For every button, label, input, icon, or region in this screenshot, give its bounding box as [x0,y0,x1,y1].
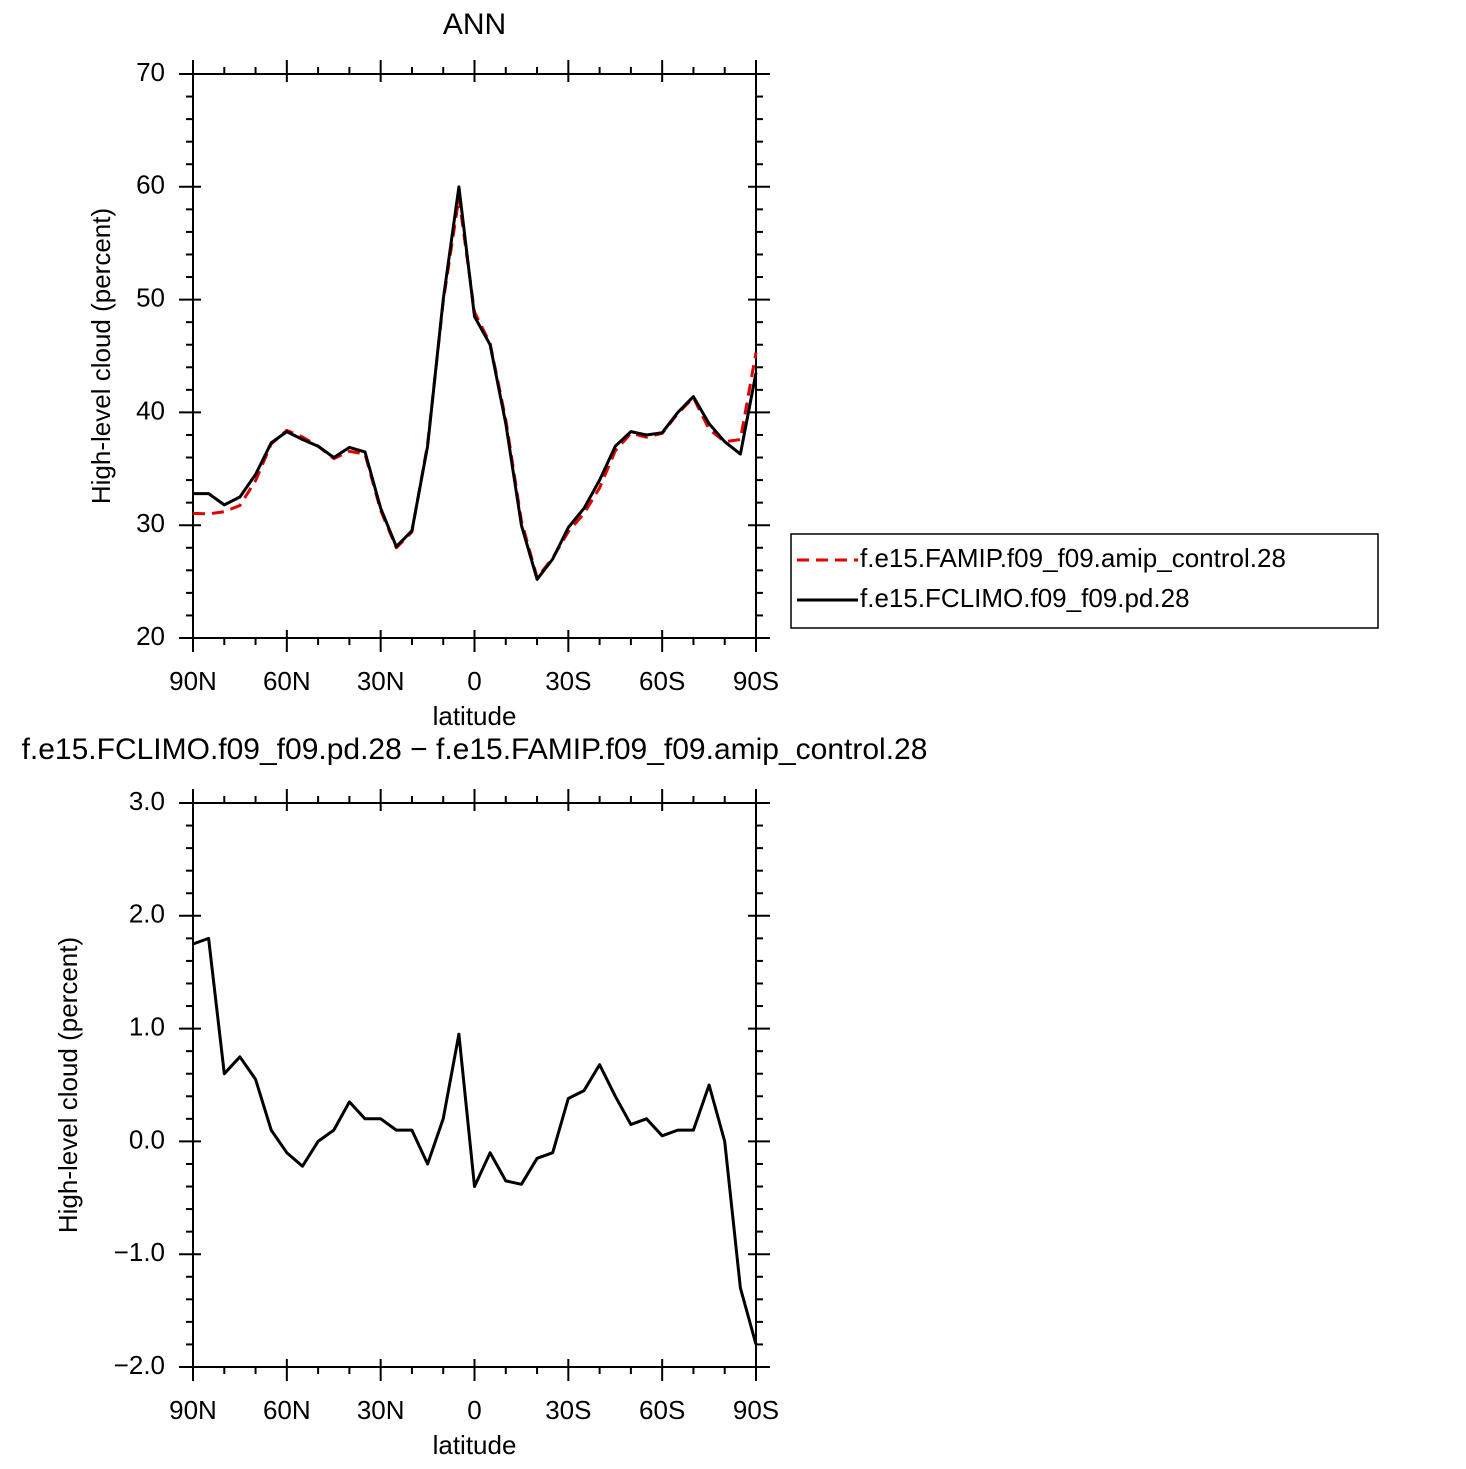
y-tick-label: −1.0 [114,1237,165,1267]
data-line [192,936,758,1345]
y-tick-label: 0.0 [129,1124,165,1154]
x-tick-label: 0 [467,1395,481,1425]
y-tick-label: 70 [136,57,165,87]
legend-label: f.e15.FCLIMO.f09_f09.pd.28 [860,583,1190,613]
y-tick-label: 30 [136,508,165,538]
plot-frame [192,802,757,1368]
y-tick-label: 2.0 [129,899,165,929]
chart-title: f.e15.FCLIMO.f09_f09.pd.28 − f.e15.FAMIP… [22,733,928,766]
x-tick-label: 60S [639,1395,685,1425]
x-tick-label: 60N [263,666,311,696]
y-tick-label: 20 [136,621,165,651]
x-axis-label: latitude [433,701,517,731]
x-axis-label: latitude [433,1430,517,1460]
y-tick-label: 3.0 [129,786,165,816]
x-tick-label: 90S [733,1395,779,1425]
x-tick-label: 30N [357,666,405,696]
y-tick-label: −2.0 [114,1350,165,1380]
x-tick-label: 0 [467,666,481,696]
y-tick-label: 60 [136,170,165,200]
x-tick-label: 90N [169,666,217,696]
data-line [193,185,758,581]
legend-box [790,533,1379,629]
x-tick-label: 30S [545,1395,591,1425]
y-axis-label: High-level cloud (percent) [86,208,116,504]
x-tick-label: 60S [639,666,685,696]
chart-title: ANN [443,8,506,41]
legend: f.e15.FAMIP.f09_f09.amip_control.28 f.e15… [790,533,1379,629]
x-tick-label: 60N [263,1395,311,1425]
data-line [192,196,758,580]
y-tick-label: 40 [136,395,165,425]
y-axis-label: High-level cloud (percent) [53,937,83,1233]
x-tick-label: 90N [169,1395,217,1425]
plot-frame [192,73,757,639]
y-tick-label: 50 [136,282,165,312]
x-tick-label: 30S [545,666,591,696]
x-tick-label: 90S [733,666,779,696]
x-tick-label: 30N [357,1395,405,1425]
legend-label: f.e15.FAMIP.f09_f09.amip_control.28 [860,543,1286,573]
y-tick-label: 1.0 [129,1011,165,1041]
